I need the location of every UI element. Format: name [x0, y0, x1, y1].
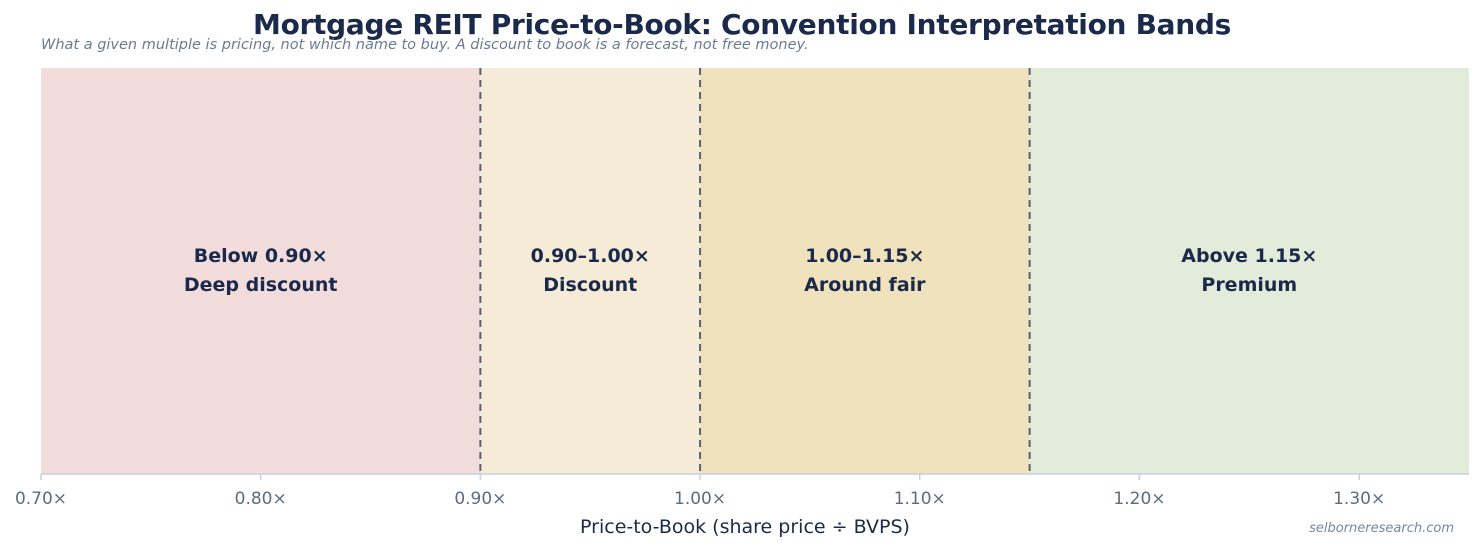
chart-subtitle: What a given multiple is pricing, not wh…	[41, 37, 809, 53]
band-deep-discount	[41, 68, 481, 474]
band-name-label: Premium	[1201, 274, 1297, 296]
x-axis-label: Price-to-Book (share price ÷ BVPS)	[580, 516, 910, 538]
band-range-label: 0.90–1.00×	[531, 245, 650, 267]
source-credit: selborneresearch.com	[1309, 521, 1454, 536]
x-tick-label: 0.70×	[15, 489, 67, 509]
x-tick-label: 1.10×	[894, 489, 946, 509]
band-range-label: Below 0.90×	[194, 245, 328, 267]
band-range-label: Above 1.15×	[1181, 245, 1317, 267]
band-range-label: 1.00–1.15×	[805, 245, 924, 267]
x-tick-label: 0.80×	[235, 489, 287, 509]
x-tick-label: 1.20×	[1113, 489, 1165, 509]
x-tick-label: 0.90×	[454, 489, 506, 509]
chart-title: Mortgage REIT Price-to-Book: Convention …	[253, 8, 1231, 41]
band-name-label: Discount	[543, 274, 637, 296]
band-name-label: Around fair	[804, 274, 926, 296]
band-discount	[480, 68, 701, 474]
x-tick-label: 1.30×	[1333, 489, 1385, 509]
x-tick-label: 1.00×	[674, 489, 726, 509]
band-premium	[1029, 68, 1469, 474]
band-around-fair	[700, 68, 1030, 474]
band-name-label: Deep discount	[184, 274, 338, 296]
